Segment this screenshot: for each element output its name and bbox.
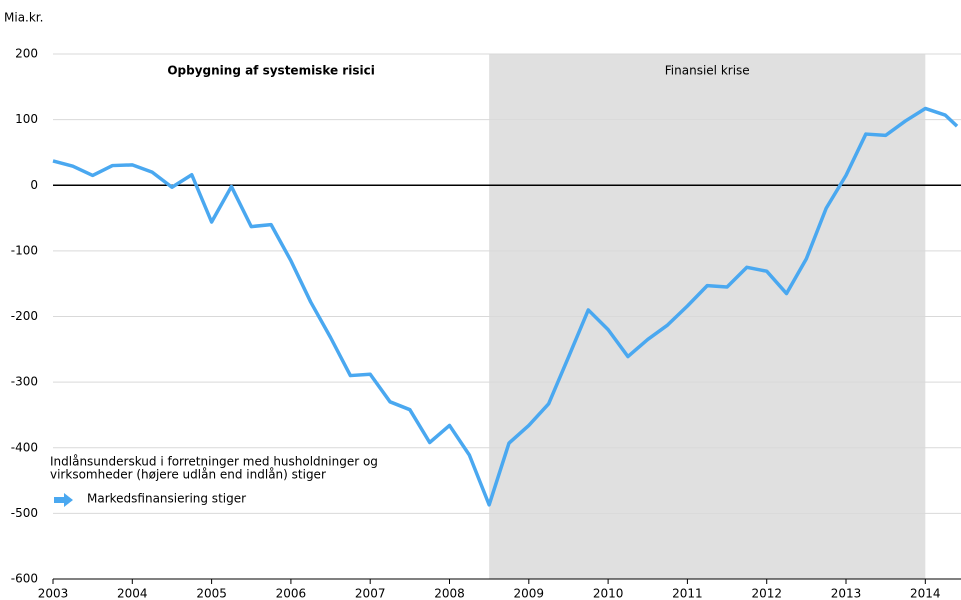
y-tick-label: -200: [11, 309, 38, 323]
region-label: Opbygning af systemiske risici: [167, 64, 375, 78]
x-tick-label: 2014: [910, 587, 941, 600]
x-tick-label: 2003: [38, 587, 69, 600]
x-tick-label: 2007: [355, 587, 386, 600]
legend-arrow: [54, 493, 73, 507]
x-tick-label: 2004: [117, 587, 148, 600]
y-tick-label: -100: [11, 243, 38, 257]
x-tick-label: 2009: [514, 587, 545, 600]
x-tick-label: 2012: [751, 587, 782, 600]
x-tick-label: 2010: [593, 587, 624, 600]
y-tick-label: -600: [11, 572, 38, 586]
x-tick-label: 2005: [196, 587, 227, 600]
x-tick-label: 2011: [672, 587, 703, 600]
y-tick-label: -500: [11, 506, 38, 520]
y-unit: Mia.kr.: [4, 11, 43, 25]
y-tick-label: 0: [30, 178, 38, 192]
y-tick-label: -300: [11, 375, 38, 389]
data-line: [52, 106, 959, 507]
legend-label: Markedsfinansiering stiger: [87, 492, 246, 506]
x-tick-label: 2013: [831, 587, 862, 600]
y-tick-label: 100: [15, 112, 38, 126]
legend-note: Indlånsunderskud i forretninger med hush…: [50, 455, 378, 469]
y-tick-label: -400: [11, 440, 38, 454]
legend-note: virksomheder (højere udlån end indlån) s…: [50, 468, 326, 482]
region-label: Finansiel krise: [665, 64, 750, 78]
y-tick-label: 200: [15, 47, 38, 61]
x-tick-label: 2006: [276, 587, 307, 600]
x-tick-label: 2008: [434, 587, 465, 600]
